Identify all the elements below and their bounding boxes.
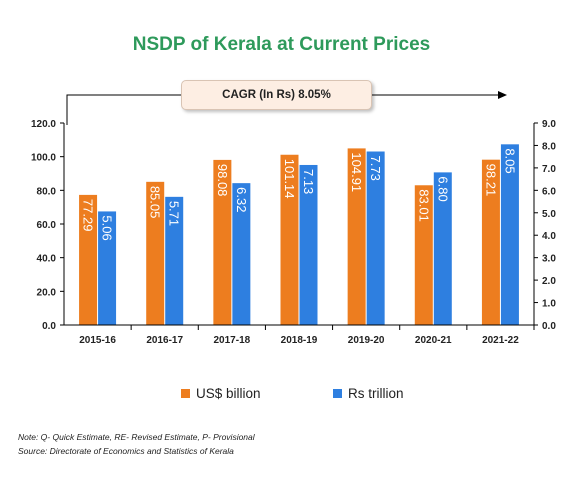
- chart-title: NSDP of Kerala at Current Prices: [132, 34, 431, 55]
- right-axis-tick-label: 5.0: [542, 209, 556, 220]
- legend-item-usd: US$ billion: [181, 386, 261, 401]
- note-text: Note: Q- Quick Estimate, RE- Revised Est…: [18, 432, 255, 442]
- left-axis-tick-label: 0.0: [42, 321, 56, 332]
- data-label-usd: 104.91: [349, 152, 364, 192]
- bar-usd: [213, 159, 232, 325]
- legend-item-rs: Rs trillion: [333, 386, 404, 401]
- x-axis-tick-label: 2017-18: [214, 335, 251, 346]
- data-label-usd: 77.29: [81, 199, 96, 232]
- legend-swatch-rs: [333, 389, 342, 398]
- data-label-rs: 6.32: [234, 187, 249, 212]
- data-label-usd: 98.08: [215, 164, 230, 197]
- right-axis-tick-label: 0.0: [542, 321, 556, 332]
- data-label-rs: 6.80: [435, 176, 450, 201]
- x-axis-tick-label: 2018-19: [281, 335, 318, 346]
- bar-usd: [280, 154, 299, 325]
- bar-rs: [299, 164, 318, 325]
- x-axis-tick-label: 2016-17: [146, 335, 183, 346]
- left-axis-tick-label: 120.0: [31, 119, 56, 130]
- right-axis-tick-label: 3.0: [542, 254, 556, 265]
- bar-usd: [79, 194, 98, 325]
- data-label-usd: 101.14: [282, 159, 297, 199]
- left-axis-tick-label: 100.0: [31, 153, 56, 164]
- data-label-rs: 5.71: [167, 201, 182, 226]
- data-label-usd: 83.01: [416, 189, 431, 222]
- right-axis-tick-label: 7.0: [542, 164, 556, 175]
- cagr-label: CAGR (In Rs) 8.05%: [222, 89, 331, 101]
- cagr-arrow-head: [498, 91, 507, 99]
- data-label-rs: 7.73: [368, 156, 383, 181]
- right-axis-tick-label: 1.0: [542, 299, 556, 310]
- bar-usd: [481, 159, 500, 325]
- data-label-rs: 8.05: [502, 148, 517, 173]
- source-text: Source: Directorate of Economics and Sta…: [18, 446, 234, 456]
- bar-usd: [347, 148, 366, 325]
- bar-rs: [366, 151, 385, 325]
- left-axis-tick-label: 60.0: [37, 220, 57, 231]
- data-label-usd: 85.05: [148, 186, 163, 219]
- legend-label-usd: US$ billion: [196, 386, 261, 401]
- right-axis-tick-label: 9.0: [542, 119, 556, 130]
- bar-rs: [165, 196, 184, 325]
- cagr-callout: CAGR (In Rs) 8.05%: [181, 80, 372, 110]
- bar-rs: [500, 144, 519, 325]
- legend-swatch-usd: [181, 389, 190, 398]
- right-axis-tick-label: 4.0: [542, 231, 556, 242]
- bar-usd: [146, 181, 165, 325]
- data-label-usd: 98.21: [483, 164, 498, 197]
- bar-rs: [433, 172, 452, 325]
- data-label-rs: 7.13: [301, 169, 316, 194]
- x-axis-tick-label: 2015-16: [79, 335, 116, 346]
- bar-usd: [414, 185, 433, 325]
- x-axis-tick-label: 2019-20: [348, 335, 385, 346]
- legend-label-rs: Rs trillion: [348, 386, 404, 401]
- x-axis-tick-label: 2021-22: [482, 335, 519, 346]
- bar-rs: [98, 211, 117, 325]
- right-axis-tick-label: 8.0: [542, 141, 556, 152]
- right-axis-tick-label: 2.0: [542, 276, 556, 287]
- bar-rs: [232, 183, 251, 325]
- left-axis-tick-label: 80.0: [37, 186, 57, 197]
- x-axis-tick-label: 2020-21: [415, 335, 452, 346]
- data-label-rs: 5.06: [100, 215, 115, 240]
- left-axis-tick-label: 40.0: [37, 254, 57, 265]
- right-axis-tick-label: 6.0: [542, 186, 556, 197]
- left-axis-tick-label: 20.0: [37, 287, 57, 298]
